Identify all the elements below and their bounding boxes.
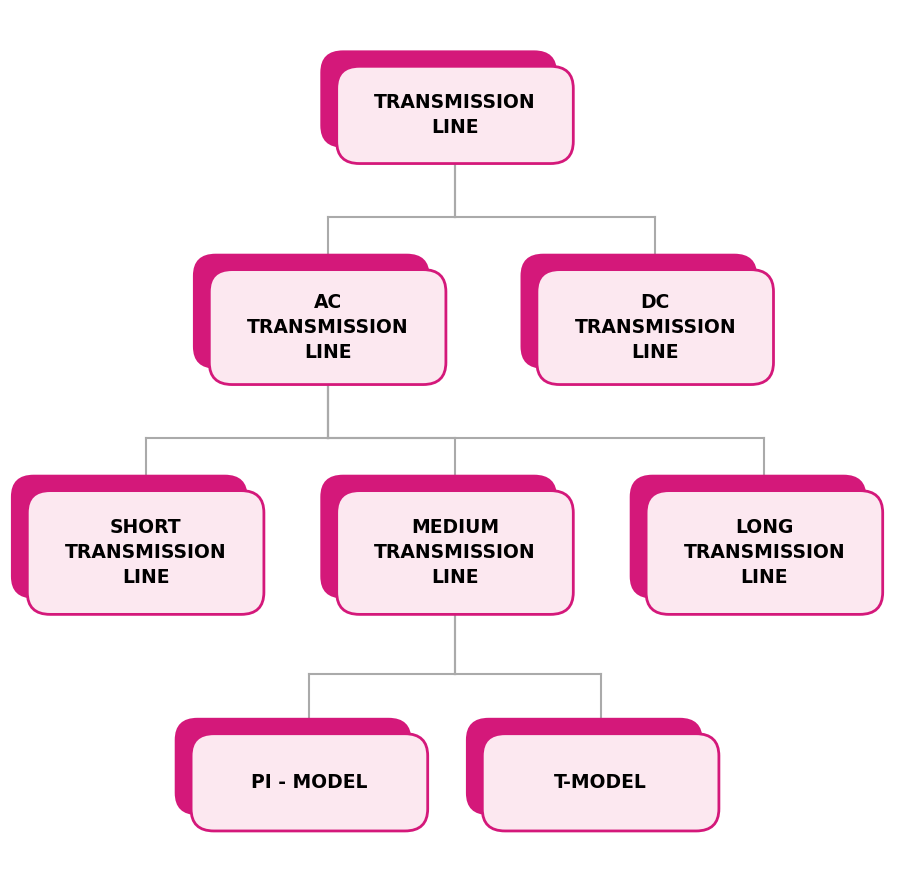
Text: AC
TRANSMISSION
LINE: AC TRANSMISSION LINE [247,293,409,362]
Text: DC
TRANSMISSION
LINE: DC TRANSMISSION LINE [574,293,736,362]
FancyBboxPatch shape [630,475,866,598]
Text: LONG
TRANSMISSION
LINE: LONG TRANSMISSION LINE [683,518,845,587]
FancyBboxPatch shape [320,475,557,598]
Text: PI - MODEL: PI - MODEL [251,773,368,792]
FancyBboxPatch shape [646,491,883,614]
Text: T-MODEL: T-MODEL [554,773,647,792]
FancyBboxPatch shape [521,254,757,369]
FancyBboxPatch shape [193,254,430,369]
FancyBboxPatch shape [466,718,703,815]
Text: MEDIUM
TRANSMISSION
LINE: MEDIUM TRANSMISSION LINE [374,518,536,587]
FancyBboxPatch shape [482,734,719,831]
FancyBboxPatch shape [320,50,557,148]
Text: SHORT
TRANSMISSION
LINE: SHORT TRANSMISSION LINE [65,518,227,587]
FancyBboxPatch shape [537,270,774,385]
FancyBboxPatch shape [337,491,573,614]
FancyBboxPatch shape [27,491,264,614]
FancyBboxPatch shape [191,734,428,831]
FancyBboxPatch shape [209,270,446,385]
FancyBboxPatch shape [175,718,411,815]
FancyBboxPatch shape [11,475,248,598]
Text: TRANSMISSION
LINE: TRANSMISSION LINE [374,93,536,137]
FancyBboxPatch shape [337,66,573,164]
